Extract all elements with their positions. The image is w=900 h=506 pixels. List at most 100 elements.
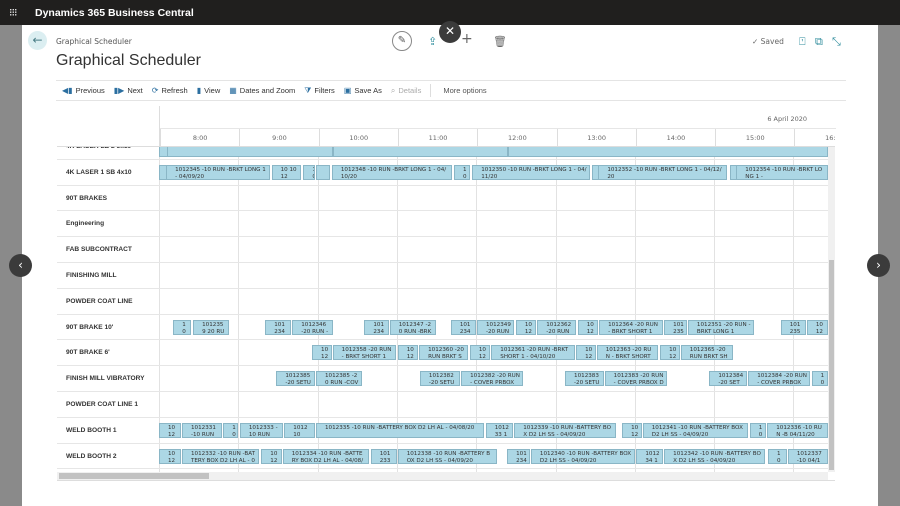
task-bar[interactable]: 1012351 -20 RUN - BRKT LONG 1 bbox=[687, 319, 754, 335]
task-bar[interactable]: 1012342 -10 RUN -BATTERY BOX D2 LH SS - … bbox=[664, 448, 765, 464]
back-button[interactable]: ← bbox=[28, 31, 47, 50]
previous-record-button[interactable]: ‹ bbox=[9, 254, 32, 277]
app-launcher-icon[interactable]: ⁝⁝⁝ bbox=[9, 6, 18, 19]
task-bar[interactable]: 1012 10 bbox=[284, 422, 316, 438]
task-bar[interactable]: 1012358 -20 RUN - BRKT SHORT 1 bbox=[332, 345, 397, 361]
close-button[interactable]: ✕ bbox=[439, 21, 461, 43]
task-bar[interactable]: 1012347 -20 RUN -BRKT bbox=[389, 319, 436, 335]
task-bar[interactable]: 1012354 -10 RUN -BRKT LONG 1 - bbox=[736, 164, 828, 180]
collapse-icon[interactable]: ⤡ bbox=[832, 35, 841, 48]
task-bar[interactable]: 1012335 -10 RUN -BATTERY BOX D2 LH AL - … bbox=[316, 422, 485, 438]
task-bar[interactable]: 1012 10 bbox=[768, 448, 788, 464]
action-previous[interactable]: ◀▮ Previous bbox=[62, 86, 105, 95]
task-bar[interactable]: 1012363 -20 RUN - BRKT SHORT 1 bbox=[596, 345, 658, 361]
task-bar[interactable]: 1012346 -20 RUN -BRKT bbox=[292, 319, 333, 335]
task-bar[interactable]: 1012336 -10 RUN -B 04/11/20 bbox=[767, 422, 828, 438]
resource-name[interactable]: FINISHING MILL bbox=[66, 272, 117, 279]
task-bar[interactable]: 101234 10 bbox=[622, 422, 642, 438]
resource-name[interactable]: POWDER COAT LINE bbox=[66, 297, 133, 305]
task-bar[interactable]: 1012 20 bbox=[577, 319, 599, 335]
task-bar[interactable]: 101234 20 bbox=[265, 319, 291, 335]
vertical-scroll-thumb[interactable] bbox=[829, 260, 834, 470]
task-bar[interactable]: 10 10 bbox=[453, 164, 470, 180]
delete-icon[interactable]: 🗑 bbox=[493, 35, 507, 48]
task-bar[interactable]: 1012383 -20 SETUP bbox=[565, 371, 604, 387]
vertical-scrollbar[interactable] bbox=[828, 147, 835, 472]
action-next[interactable]: ▮▶ Next bbox=[114, 86, 143, 95]
task-bar[interactable] bbox=[507, 147, 828, 157]
task-bar[interactable]: 1012348 -10 RUN -BRKT LONG 1 - 04/10/20 bbox=[331, 164, 452, 180]
task-bar[interactable]: 1012361 -20 RUN -BRKT SHORT 1 - 04/10/20 bbox=[491, 345, 576, 361]
task-bar[interactable]: 1012364 -20 RUN - BRKT SHORT 1 bbox=[599, 319, 664, 335]
task-bar[interactable]: 10123 BRKT bbox=[806, 319, 828, 335]
task-bar[interactable] bbox=[316, 164, 331, 180]
task-bar[interactable]: 1012 20 bbox=[515, 319, 536, 335]
task-bar[interactable]: 1012 10 bbox=[223, 422, 239, 438]
task-bar[interactable]: 1012359 20 RUN bbox=[193, 319, 229, 335]
task-bar[interactable]: 1012 20 bbox=[469, 345, 490, 361]
task-bar[interactable]: 1012337 -10 04/11/20 bbox=[787, 448, 828, 464]
task-bar[interactable]: 1012385 -20 SETUP bbox=[276, 371, 316, 387]
task-bar[interactable]: 1012340 -10 RUN -BATTERY BOX D2 LH SS - … bbox=[530, 448, 635, 464]
more-options-button[interactable]: More options bbox=[443, 86, 487, 95]
task-bar[interactable]: 1012384 -20 RUN - COVER PRBOX D2 LHS bbox=[748, 371, 811, 387]
resource-name[interactable]: POWDER COAT LINE 1 bbox=[66, 401, 139, 408]
task-bar[interactable]: 101233 10 bbox=[485, 422, 513, 438]
task-bar[interactable]: 1012 10 bbox=[749, 422, 766, 438]
task-bar[interactable]: 1012350 -10 RUN -BRKT LONG 1 - 04/11/20 bbox=[472, 164, 591, 180]
edit-icon[interactable]: ✎ bbox=[392, 31, 412, 51]
task-bar[interactable]: 1012 10 bbox=[159, 422, 182, 438]
resource-name[interactable]: WELD BOOTH 1 bbox=[66, 426, 117, 434]
action-view[interactable]: ▮ View bbox=[197, 86, 221, 95]
resource-name[interactable]: 4K LASER LB 2 5x10 bbox=[66, 147, 131, 160]
task-bar[interactable]: 1012362 -20 RUN -BRKT bbox=[537, 319, 577, 335]
action-refresh[interactable]: ⟳ Refresh bbox=[152, 86, 188, 95]
task-bar[interactable]: 1012382 -20 RUN - COVER PRBOX D2 LHS bbox=[461, 371, 523, 387]
resource-name[interactable]: 90T BRAKE 10' bbox=[66, 323, 114, 331]
action-save-as[interactable]: ▣ Save As bbox=[344, 86, 382, 95]
task-bar[interactable]: 101235 20 bbox=[664, 319, 688, 335]
task-bar[interactable]: 1012 20 bbox=[173, 319, 191, 335]
task-bar[interactable]: 1012365 -20 RUN BRKT SHORT 1 bbox=[680, 345, 734, 361]
task-bar[interactable]: 10 1012 bbox=[271, 164, 301, 180]
resource-name[interactable]: WELD BOOTH 2 bbox=[66, 452, 117, 460]
task-bar[interactable]: 1012345 -10 RUN -BRKT LONG 1 - 04/09/20 bbox=[166, 164, 270, 180]
resource-name[interactable]: 4K LASER 1 SB 4x10 bbox=[66, 168, 132, 176]
task-bar[interactable]: 1012 20 bbox=[397, 345, 419, 361]
task-bar[interactable]: 1012334 -10 RUN -BATTERY BOX D2 LH AL - … bbox=[282, 448, 370, 464]
open-new-window-icon[interactable]: ⧉ bbox=[815, 35, 823, 48]
next-record-button[interactable]: › bbox=[867, 254, 890, 277]
resource-name[interactable]: 90T BRAKES bbox=[66, 194, 108, 202]
task-bar[interactable]: 1012338 -10 RUN -BATTERY BOX D2 LH SS - … bbox=[397, 448, 497, 464]
task-bar[interactable]: 101 SET bbox=[811, 371, 828, 387]
task-bar[interactable]: 101234 10 bbox=[636, 448, 664, 464]
task-bar[interactable]: 101234 20 bbox=[364, 319, 389, 335]
task-bar[interactable]: 1012 10 bbox=[261, 448, 282, 464]
bookmark-icon[interactable]: ⍞ bbox=[799, 35, 806, 48]
task-bar[interactable]: 101234 10 bbox=[507, 448, 531, 464]
action-dates-and-zoom[interactable]: ▦ Dates and Zoom bbox=[229, 86, 295, 95]
share-icon[interactable]: ⇪ bbox=[428, 35, 438, 48]
task-bar[interactable]: 101233 10 bbox=[370, 448, 397, 464]
task-bar[interactable] bbox=[166, 147, 334, 157]
task-bar[interactable]: 1012339 -10 RUN -BATTERY BOX D2 LH SS - … bbox=[514, 422, 616, 438]
task-bar[interactable]: 1012352 -10 RUN -BRKT LONG 1 - 04/12/20 bbox=[598, 164, 727, 180]
task-bar[interactable]: 1012 20 bbox=[312, 345, 332, 361]
task-bar[interactable]: 1012349 -20 RUN -BRKT bbox=[476, 319, 515, 335]
task-bar[interactable]: 1012333 -10 RUN bbox=[239, 422, 283, 438]
task-bar[interactable]: 1012382 -20 SETUP bbox=[419, 371, 461, 387]
new-icon[interactable]: + bbox=[461, 31, 473, 47]
task-bar[interactable]: 101234 20 bbox=[450, 319, 477, 335]
action-filters[interactable]: ⧩ Filters bbox=[304, 86, 335, 96]
task-bar[interactable]: 1012341 -10 RUN -BATTERY BOX D2 LH SS - … bbox=[642, 422, 749, 438]
task-bar[interactable]: 1012332 -10 RUN -BATTERY BOX D2 LH AL - … bbox=[181, 448, 259, 464]
resource-name[interactable]: 90T BRAKE 6' bbox=[66, 349, 110, 357]
task-bar[interactable]: 1012 20 bbox=[660, 345, 680, 361]
horizontal-scroll-thumb[interactable] bbox=[59, 473, 209, 479]
task-bar[interactable]: 1012385 -20 RUN -COVER bbox=[316, 371, 362, 387]
task-bar[interactable]: 1012384 -20 SETUP bbox=[709, 371, 747, 387]
task-bar[interactable]: 10 10 bbox=[303, 164, 316, 180]
task-bar[interactable]: 1012331 -10 RUN bbox=[181, 422, 222, 438]
task-bar[interactable]: 1012383 -20 RUN - COVER PRBOX D2 LHS bbox=[604, 371, 668, 387]
task-bar[interactable] bbox=[333, 147, 508, 157]
